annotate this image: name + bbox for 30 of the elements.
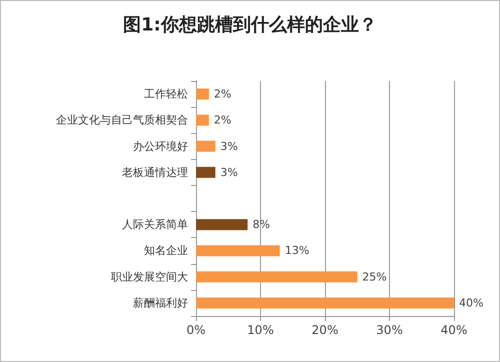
x-tick-label: 10% (247, 323, 274, 337)
bar (196, 219, 248, 230)
bar (196, 297, 454, 308)
data-label: 2% (214, 114, 232, 127)
bar (196, 88, 209, 100)
data-label: 2% (214, 88, 232, 101)
y-tick-label: 老板通情达理 (122, 166, 188, 179)
data-label: 13% (284, 244, 310, 258)
data-label: 3% (220, 166, 238, 179)
bar (196, 166, 216, 178)
bar (196, 271, 358, 282)
bar (196, 114, 209, 126)
chart-title: 图1:你想跳槽到什么样的企业？ (123, 14, 377, 36)
data-label: 25% (362, 270, 387, 284)
y-tick-label: 办公环境好 (133, 140, 188, 153)
x-tick-label: 40% (440, 323, 468, 337)
y-tick-label: 知名企业 (144, 244, 188, 258)
x-tick-label: 20% (312, 323, 338, 337)
data-label: 8% (252, 218, 270, 232)
bar (196, 140, 216, 152)
y-tick-label: 企业文化与自己气质相契合 (56, 114, 188, 127)
y-tick-label: 工作轻松 (144, 88, 188, 101)
data-label: 3% (220, 140, 238, 153)
x-tick-label: 0% (186, 323, 206, 337)
bar (196, 245, 280, 256)
y-tick-label: 人际关系简单 (122, 218, 188, 232)
data-label: 40% (459, 296, 484, 310)
y-tick-label: 薪酬福利好 (133, 296, 188, 310)
x-tick-label: 30% (376, 323, 403, 337)
y-tick-label: 职业发展空间大 (111, 270, 188, 284)
